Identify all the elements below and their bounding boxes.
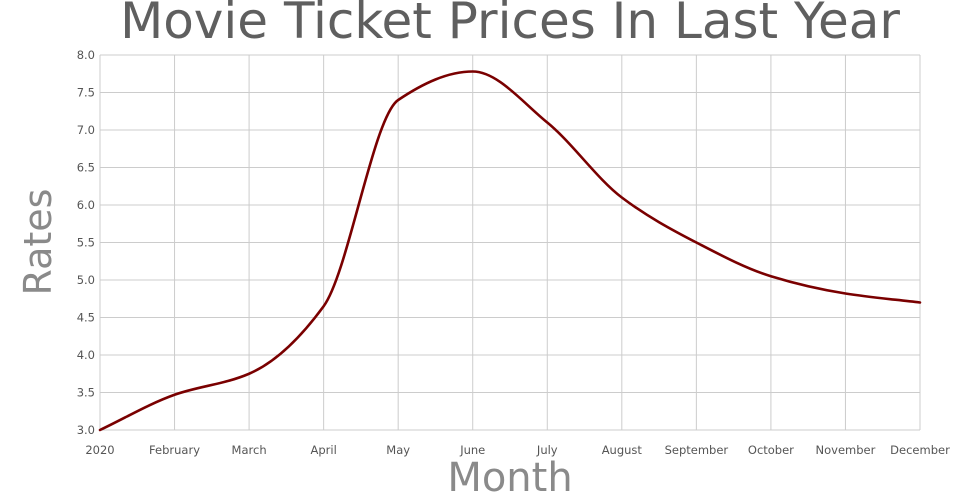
x-tick-label: November (816, 443, 876, 457)
x-tick-label: May (386, 443, 410, 457)
x-tick-label: September (665, 443, 729, 457)
gridlines (99, 54, 921, 431)
x-tick-label: December (890, 443, 950, 457)
y-tick-label: 6.5 (77, 161, 95, 175)
x-tick-label: July (536, 443, 558, 457)
y-tick-label: 6.0 (77, 198, 95, 212)
x-tick-label: October (748, 443, 794, 457)
x-tick-label: 2020 (85, 443, 114, 457)
x-tick-label: April (310, 443, 336, 457)
y-tick-label: 7.0 (77, 123, 95, 137)
series-layer (98, 70, 922, 432)
x-axis-ticks: 2020 February March April May June July August S… (85, 443, 950, 457)
x-axis-label: Month (447, 455, 573, 501)
y-tick-label: 3.5 (77, 386, 95, 400)
y-tick-label: 3.0 (77, 423, 95, 437)
x-tick-label: February (149, 443, 200, 457)
y-tick-label: 5.0 (77, 273, 95, 287)
y-tick-label: 8.0 (77, 48, 95, 62)
x-tick-label: June (459, 443, 485, 457)
y-tick-label: 4.5 (77, 311, 95, 325)
x-tick-label: March (232, 443, 267, 457)
y-axis-ticks: 3.0 3.5 4.0 4.5 5.0 5.5 6.0 6.5 7.0 7.5 8.0 (77, 48, 95, 437)
y-tick-label: 4.0 (77, 348, 95, 362)
x-tick-label: August (602, 443, 643, 457)
series-line (98, 70, 922, 432)
chart-title: Movie Ticket Prices In Last Year (120, 0, 900, 50)
y-tick-label: 7.5 (77, 86, 95, 100)
y-tick-label: 5.5 (77, 236, 95, 250)
